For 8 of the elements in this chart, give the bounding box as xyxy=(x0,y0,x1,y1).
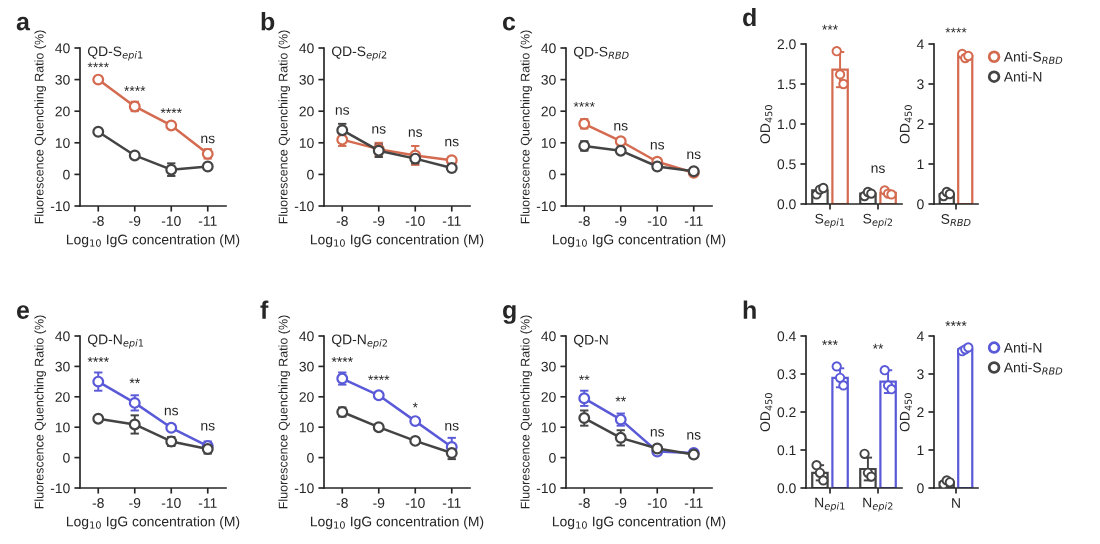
text: h xyxy=(743,300,756,319)
text: a xyxy=(16,16,31,31)
text: g xyxy=(503,305,516,324)
text: e xyxy=(16,305,30,319)
text: c xyxy=(502,16,516,31)
text: d xyxy=(743,7,756,27)
text: f xyxy=(260,300,269,319)
text: b xyxy=(261,12,275,31)
